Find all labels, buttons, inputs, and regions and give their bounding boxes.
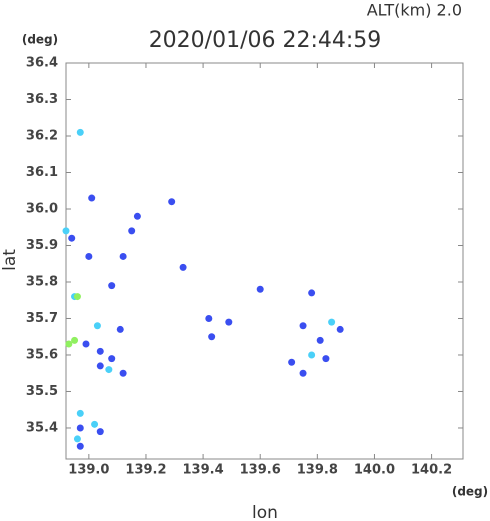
x-axis-label: lon xyxy=(252,503,278,521)
echo-point xyxy=(308,289,316,297)
echo-point xyxy=(76,442,84,450)
echo-point xyxy=(76,424,84,432)
echo-point xyxy=(96,362,104,370)
echo-point xyxy=(76,128,84,136)
x-tick-label: 140.0 xyxy=(354,463,395,478)
echo-point xyxy=(256,285,264,293)
echo-point xyxy=(328,318,336,326)
x-tick-label: 139.2 xyxy=(125,463,166,478)
x-tick-label: 140.2 xyxy=(411,463,452,478)
echo-point xyxy=(308,351,316,359)
echo-point xyxy=(88,194,96,202)
y-tick-label: 35.7 xyxy=(26,311,58,326)
echo-point xyxy=(105,366,113,374)
echo-point xyxy=(179,263,187,271)
plot-frame xyxy=(65,62,464,460)
x-tick-label: 139.4 xyxy=(183,463,224,478)
echo-point xyxy=(91,420,99,428)
echo-point xyxy=(108,282,116,290)
echo-point xyxy=(299,322,307,330)
y-tick-label: 36.0 xyxy=(26,201,58,216)
y-tick-label: 35.8 xyxy=(26,274,58,289)
echo-point xyxy=(336,325,344,333)
echo-point xyxy=(108,355,116,363)
echo-point xyxy=(71,336,79,344)
y-tick-label: 36.4 xyxy=(26,56,58,71)
x-tick-label: 139.0 xyxy=(68,463,109,478)
x-unit: (deg) xyxy=(452,485,488,499)
echo-point xyxy=(299,369,307,377)
echo-point xyxy=(85,252,93,260)
y-tick-label: 35.5 xyxy=(26,384,58,399)
echo-point xyxy=(65,340,73,348)
y-axis-label: lat xyxy=(0,249,20,271)
echo-point xyxy=(96,428,104,436)
y-tick-label: 36.1 xyxy=(26,165,58,180)
echo-point xyxy=(93,322,101,330)
echo-point xyxy=(76,409,84,417)
y-unit: (deg) xyxy=(22,33,58,47)
y-tick-label: 36.3 xyxy=(26,92,58,107)
echo-point xyxy=(133,212,141,220)
echo-point xyxy=(96,347,104,355)
echo-point xyxy=(205,314,213,322)
echo-point xyxy=(119,252,127,260)
echo-point xyxy=(116,325,124,333)
echo-point xyxy=(73,293,81,301)
echo-point xyxy=(128,227,136,235)
echo-point xyxy=(225,318,233,326)
echo-point xyxy=(62,227,70,235)
echo-point xyxy=(208,333,216,341)
echo-point xyxy=(288,358,296,366)
x-tick-label: 139.8 xyxy=(297,463,338,478)
echo-point xyxy=(168,198,176,206)
y-tick-label: 35.4 xyxy=(26,420,58,435)
chart-title: 2020/01/06 22:44:59 xyxy=(149,28,382,53)
echo-point xyxy=(119,369,127,377)
altitude: ALT(km) 2.0 xyxy=(367,1,462,20)
echo-point xyxy=(73,435,81,443)
echo-point xyxy=(82,340,90,348)
echo-point xyxy=(316,336,324,344)
echo-point xyxy=(322,355,330,363)
y-tick-label: 36.2 xyxy=(26,128,58,143)
echo-point xyxy=(68,234,76,242)
x-tick-label: 139.6 xyxy=(240,463,281,478)
y-tick-label: 35.6 xyxy=(26,347,58,362)
y-tick-label: 35.9 xyxy=(26,238,58,253)
